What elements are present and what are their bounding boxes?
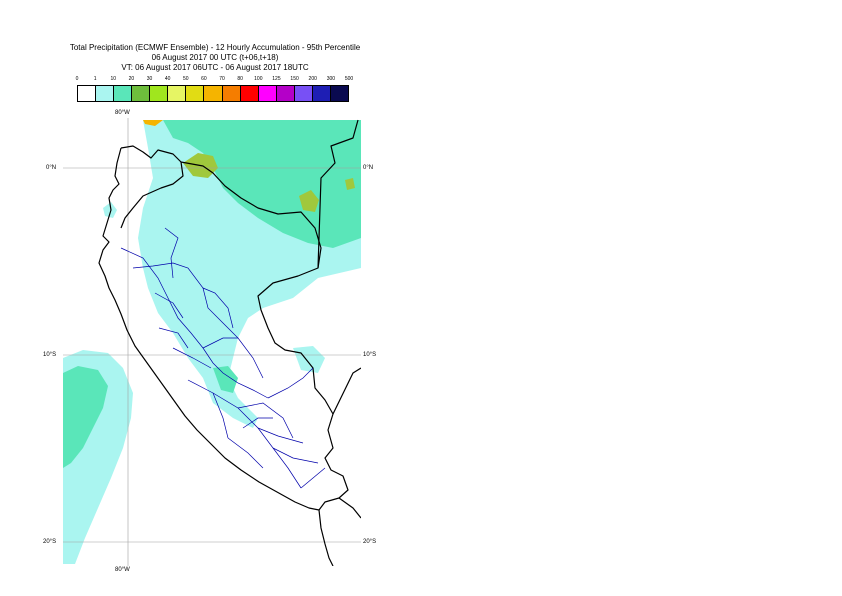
title-line-1: Total Precipitation (ECMWF Ensemble) - 1…: [69, 43, 361, 52]
legend-swatch: [78, 86, 97, 101]
title-line-2: 06 August 2017 00 UTC (t+06,t+18): [151, 53, 279, 62]
legend-tick-label: 30: [146, 76, 153, 82]
lat-label-right-20s: 20°S: [363, 539, 377, 545]
lat-label-right-0n: 0°N: [363, 165, 374, 171]
legend-tick-label: 0: [75, 76, 79, 82]
legend-swatch: [312, 86, 331, 101]
legend-swatch: [186, 86, 205, 101]
legend-swatch: [96, 86, 115, 101]
legend-tick-label: 60: [201, 76, 207, 82]
legend-swatch: [276, 86, 295, 101]
precip-peak-area: [143, 120, 163, 126]
legend-swatch: [114, 86, 133, 101]
title-line-3: VT: 06 August 2017 06UTC - 06 August 201…: [121, 63, 309, 72]
lat-label-left-20s: 20°S: [43, 539, 57, 545]
legend-tick-label: 1: [93, 76, 97, 82]
lat-label-left-0n: 0°N: [46, 165, 57, 171]
legend-swatch: [168, 86, 187, 101]
graticule: [63, 118, 361, 566]
admin-boundaries: [120, 227, 326, 489]
legend-tick-label: 200: [308, 76, 317, 82]
legend-swatch: [222, 86, 241, 101]
legend-tick-label: 20: [128, 76, 135, 82]
lat-label-right-10s: 10°S: [363, 352, 377, 358]
legend-tick-label: 80: [237, 76, 243, 82]
color-legend: 0 1 10 20 30 40 50 60 70 80 100 125 150 200 300 500: [75, 76, 357, 102]
legend-swatch: [330, 86, 348, 101]
legend-swatch: [204, 86, 223, 101]
legend-tick-label: 50: [183, 76, 189, 82]
legend-bar: [77, 85, 349, 102]
legend-tick-label: 500: [344, 76, 354, 82]
legend-tick-label: 70: [219, 76, 225, 82]
legend-swatch: [150, 86, 169, 101]
lat-label-left-10s: 10°S: [43, 352, 57, 358]
legend-swatch: [258, 86, 277, 101]
precipitation-map: [63, 118, 361, 566]
legend-tick-label: 150: [290, 76, 299, 82]
legend-swatch: [294, 86, 313, 101]
legend-tick-label: 40: [164, 76, 171, 82]
precip-medium-area: [63, 120, 361, 468]
chart-title: Total Precipitation (ECMWF Ensemble) - 1…: [40, 43, 390, 73]
legend-swatch: [132, 86, 151, 101]
legend-tick-label: 100: [254, 76, 263, 82]
lon-label-top: 80°W: [115, 110, 130, 116]
legend-tick-label: 300: [326, 76, 336, 82]
legend-tick-label: 10: [110, 76, 117, 82]
legend-tick-label: 125: [272, 76, 281, 82]
legend-ticks: 0 1 10 20 30 40 50 60 70 80 100 125 150 200 300 500: [75, 76, 357, 85]
legend-swatch: [240, 86, 259, 101]
coastline: [98, 119, 361, 566]
lon-label-bottom: 80°W: [115, 567, 130, 573]
